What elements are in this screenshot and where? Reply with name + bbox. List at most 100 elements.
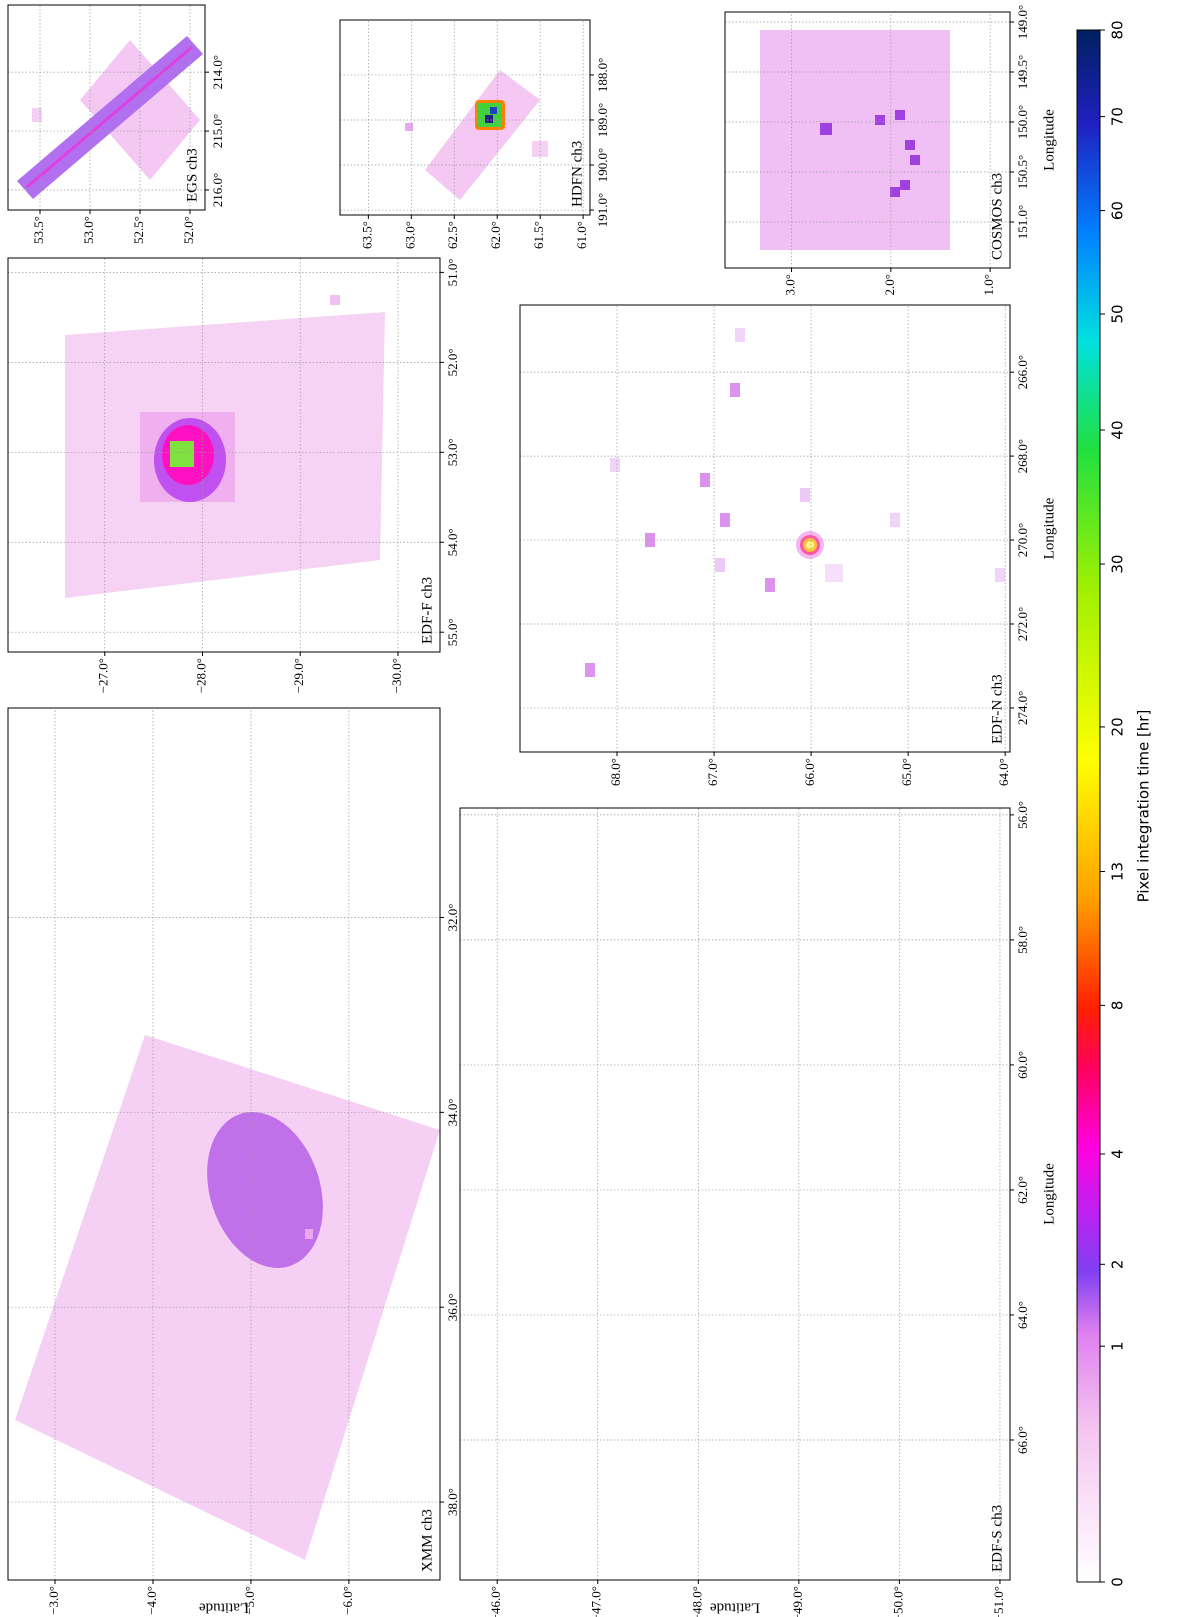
coverage-patch — [900, 180, 910, 190]
coverage-patch — [895, 110, 905, 120]
coverage-xmm — [15, 1035, 440, 1560]
coverage-cosmos — [760, 30, 950, 250]
colorbar — [1076, 29, 1101, 1583]
y-tick-label: −29.0° — [291, 658, 306, 693]
coverage-patch — [730, 383, 740, 397]
x-tick-label: 54.0° — [445, 528, 460, 556]
colorbar-tick-label: 2 — [1109, 1260, 1127, 1270]
coverage-egs — [17, 36, 203, 199]
colorbar-tick-label: 80 — [1109, 20, 1127, 39]
coverage-patch — [305, 1229, 313, 1239]
panel-frame — [459, 807, 1011, 1581]
x-tick-label: 36.0° — [445, 1293, 460, 1321]
x-tick-label: 214.0° — [210, 55, 225, 89]
coverage-region — [80, 40, 200, 180]
y-tick-label: 64.0° — [996, 758, 1011, 786]
colorbar-tick-label: 13 — [1109, 862, 1127, 881]
y-tick-label: 3.0° — [783, 274, 798, 295]
deep-core — [490, 107, 497, 114]
x-tick-label: 190.0° — [595, 148, 610, 182]
y-tick-label: 68.0° — [608, 758, 623, 786]
y-tick-label: −28.0° — [193, 658, 208, 693]
colorbar-tick-label: 30 — [1109, 555, 1127, 574]
panel-frame — [519, 304, 1011, 753]
coverage-patch — [405, 123, 413, 131]
deep-core — [170, 441, 194, 467]
x-tick-label: 189.0° — [595, 103, 610, 137]
coverage-patch — [720, 513, 730, 527]
y-axis-label: Latitude — [199, 1600, 249, 1616]
panel-frame — [7, 4, 206, 211]
panel-title: EDF-N ch3 — [989, 674, 1005, 744]
y-tick-label: 67.0° — [705, 758, 720, 786]
coverage-patch — [800, 488, 810, 502]
coverage-patch — [910, 155, 920, 165]
coverage-patch — [585, 663, 595, 677]
x-tick-label: 66.0° — [1015, 1426, 1030, 1454]
colorbar-tick-label: 8 — [1109, 1001, 1127, 1011]
colorbar-tick-label: 20 — [1109, 717, 1127, 736]
y-tick-label: −51.0° — [991, 1586, 1006, 1617]
y-tick-label: 61.5° — [531, 221, 546, 249]
panel-title: HDFN ch3 — [569, 141, 585, 207]
x-tick-label: 266.0° — [1015, 355, 1030, 389]
y-tick-label: 63.5° — [359, 221, 374, 249]
y-tick-label: −50.0° — [890, 1586, 905, 1617]
x-tick-label: 274.0° — [1015, 691, 1030, 725]
panel-frame — [339, 19, 591, 216]
coverage-region — [15, 1035, 440, 1560]
panel-frame — [7, 257, 441, 653]
x-tick-label: 32.0° — [445, 903, 460, 931]
deep-core — [485, 115, 493, 123]
x-tick-label: 149.5° — [1015, 55, 1030, 89]
x-tick-label: 38.0° — [445, 1488, 460, 1516]
y-tick-label: 61.0° — [574, 221, 589, 249]
y-tick-label: 65.0° — [899, 758, 914, 786]
coverage-edff — [65, 295, 385, 598]
x-tick-label: 60.0° — [1015, 1051, 1030, 1079]
x-tick-label: 215.0° — [210, 114, 225, 148]
y-tick-label: 2.0° — [882, 274, 897, 295]
panel-frame — [7, 707, 441, 1581]
y-tick-label: −47.0° — [589, 1586, 604, 1617]
x-tick-label: 51.0° — [445, 258, 460, 286]
coverage-patch — [330, 295, 340, 305]
y-tick-label: 52.0° — [181, 216, 196, 244]
coverage-patch — [875, 115, 885, 125]
colorbar-tick-label: 0 — [1109, 1577, 1127, 1587]
coverage-strip — [26, 45, 193, 189]
y-tick-label: 53.5° — [31, 216, 46, 244]
coverage-patch — [890, 187, 900, 197]
x-axis-label: Longitude — [1041, 109, 1057, 171]
y-axis-label: Latitude — [710, 1600, 760, 1616]
x-tick-label: 52.0° — [445, 348, 460, 376]
y-tick-label: −5.0° — [242, 1586, 257, 1615]
x-tick-label: 188.0° — [595, 58, 610, 92]
coverage-patch — [32, 108, 42, 122]
x-tick-label: 34.0° — [445, 1098, 460, 1126]
panel-title: EDF-F ch3 — [419, 577, 435, 644]
deep-region — [207, 1112, 323, 1268]
colorbar-tick-label: 1 — [1109, 1341, 1127, 1351]
y-tick-label: −48.0° — [689, 1586, 704, 1617]
x-tick-label: 268.0° — [1015, 439, 1030, 473]
x-tick-label: 151.0° — [1015, 205, 1030, 239]
y-tick-label: 1.0° — [981, 274, 996, 295]
colorbar-tick-label: 70 — [1109, 107, 1127, 126]
y-tick-label: −4.0° — [144, 1586, 159, 1615]
rotated-figure: 38.0° 36.0° 34.0° 32.0° −3.0° −4.0° −5.0° −6.0°… — [7, 4, 1153, 1617]
y-tick-label: 63.0° — [402, 221, 417, 249]
coverage-patch — [765, 578, 775, 592]
coverage-patch — [610, 458, 620, 472]
coverage-patch — [905, 140, 915, 150]
x-tick-label: 270.0° — [1015, 523, 1030, 557]
panel-title: XMM ch3 — [419, 1509, 435, 1572]
coverage-hdfn — [405, 70, 548, 200]
y-tick-label: −30.0° — [389, 658, 404, 693]
coverage-region — [760, 30, 950, 250]
coverage-patch — [825, 564, 843, 582]
x-tick-label: 216.0° — [210, 173, 225, 207]
panel-frame — [724, 11, 1011, 269]
x-tick-label: 191.0° — [595, 193, 610, 227]
